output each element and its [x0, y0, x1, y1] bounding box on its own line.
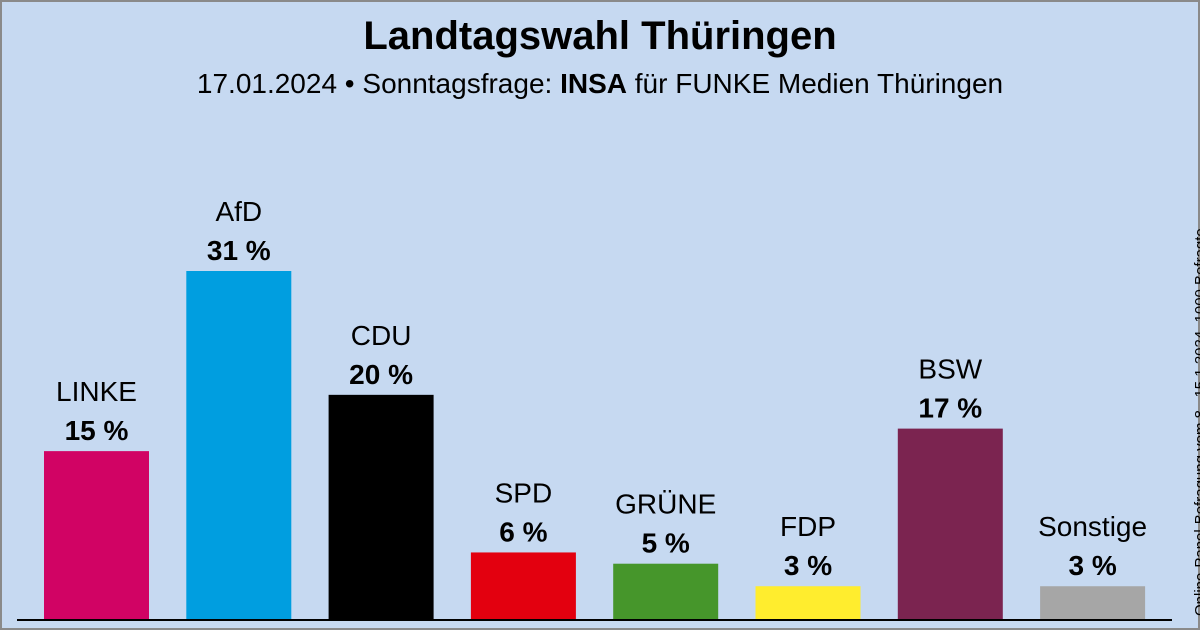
bar-grune	[613, 563, 719, 620]
value-label-bsw: 17 %	[918, 393, 982, 424]
party-label-linke: LINKE	[56, 376, 137, 407]
value-label-grune: 5 %	[642, 528, 690, 559]
party-label-sonstige: Sonstige	[1038, 511, 1147, 542]
bar-linke	[44, 451, 149, 620]
party-label-fdp: FDP	[780, 511, 836, 542]
party-label-bsw: BSW	[918, 354, 982, 385]
party-label-spd: SPD	[495, 477, 553, 508]
party-label-cdu: CDU	[351, 320, 412, 351]
bar-spd	[470, 552, 576, 620]
value-label-spd: 6 %	[499, 516, 547, 547]
subtitle-institute: INSA	[560, 68, 627, 99]
bar-fdp	[755, 586, 861, 620]
subtitle-date-and-type: 17.01.2024 • Sonntagsfrage:	[196, 68, 561, 99]
party-label-afd: AfD	[215, 196, 262, 227]
value-label-fdp: 3 %	[784, 550, 832, 581]
subtitle-client: für FUNKE Medien Thüringen	[627, 68, 1004, 99]
value-label-linke: 15 %	[65, 415, 129, 446]
bar-sonstige	[1040, 586, 1146, 620]
bar-cdu	[328, 394, 434, 620]
value-label-cdu: 20 %	[349, 359, 413, 390]
bar-bsw	[897, 428, 1003, 620]
party-label-grune: GRÜNE	[615, 489, 716, 520]
chart-subtitle: 17.01.2024 • Sonntagsfrage: INSA für FUN…	[0, 68, 1200, 100]
value-label-sonstige: 3 %	[1068, 550, 1116, 581]
bar-afd	[186, 271, 292, 620]
value-label-afd: 31 %	[207, 235, 271, 266]
chart-title: Landtagswahl Thüringen	[363, 14, 837, 58]
